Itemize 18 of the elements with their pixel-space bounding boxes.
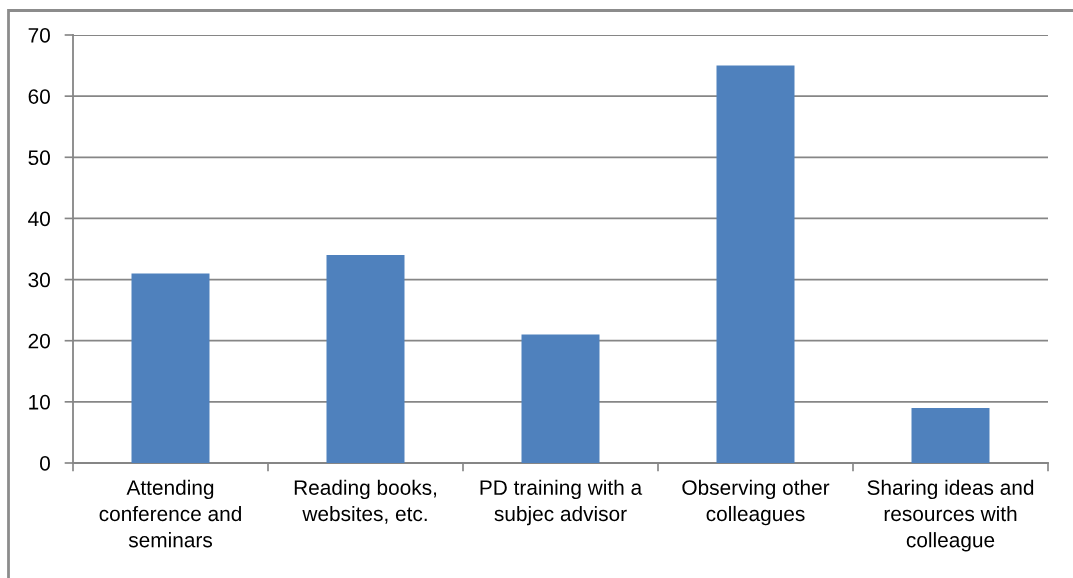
bar [131, 273, 210, 463]
y-tick-label: 70 [28, 28, 50, 43]
bar [716, 65, 795, 463]
bar [326, 255, 405, 463]
y-tick-label: 0 [40, 456, 50, 471]
y-tick-label: 50 [28, 150, 50, 166]
x-tick-label: Reading books, websites, etc. [294, 479, 437, 524]
y-tick-label: 60 [28, 89, 50, 104]
y-tick-label: 20 [28, 333, 50, 349]
y-tick-label: 30 [28, 272, 50, 288]
x-tick-label: Observing other colleagues [682, 479, 830, 526]
y-tick-label: 10 [29, 394, 50, 410]
bar [521, 334, 600, 463]
x-tick-label: PD training with a subjec advisor [480, 479, 643, 526]
x-tick-label: Attending conference and seminars [99, 479, 241, 548]
y-tick-label: 40 [28, 211, 50, 227]
bar [911, 407, 990, 463]
x-tick-label: Sharing ideas and resources with colleague [867, 479, 1034, 552]
